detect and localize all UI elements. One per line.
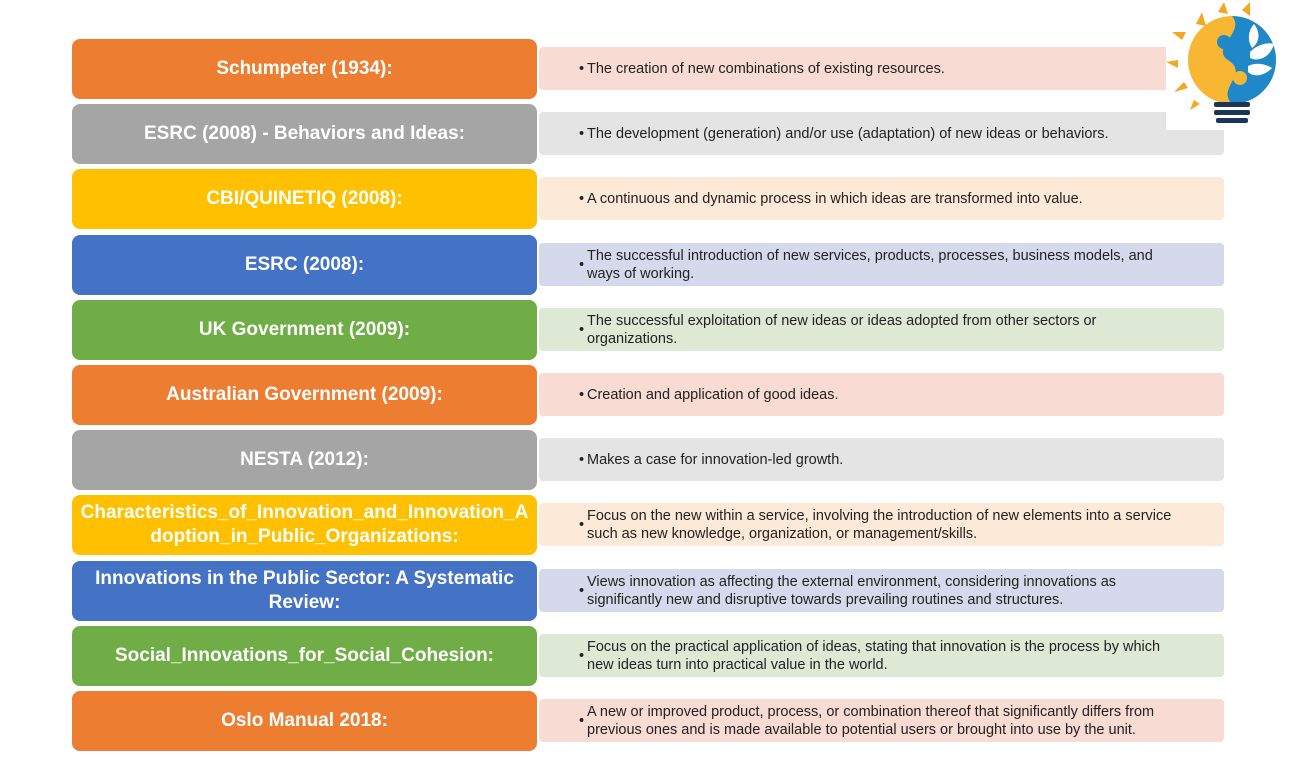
- definition-box: • Creation and application of good ideas.: [539, 373, 1224, 416]
- definition-row: Innovations in the Public Sector: A Syst…: [72, 561, 1224, 621]
- definition-box: • A continuous and dynamic process in whi…: [539, 177, 1224, 220]
- bullet-icon: •: [579, 60, 585, 77]
- definition-text: The development (generation) and/or use …: [587, 125, 1109, 142]
- source-label: CBI/QUINETIQ (2008):: [72, 169, 537, 229]
- bullet-icon: •: [579, 190, 585, 207]
- source-label: ESRC (2008):: [72, 235, 537, 295]
- source-label: Oslo Manual 2018:: [72, 691, 537, 751]
- lightbulb-logo-icon: [1166, 2, 1292, 130]
- definition-row: Characteristics_of_Innovation_and_Innova…: [72, 495, 1224, 555]
- definition-row: Oslo Manual 2018: • A new or improved prod…: [72, 691, 1224, 751]
- definition-box: • A new or improved product, process, or …: [539, 699, 1224, 742]
- definition-row: Schumpeter (1934): • The creation of new c…: [72, 39, 1224, 99]
- definition-box: • Makes a case for innovation-led growth.: [539, 438, 1224, 481]
- definition-row: Australian Government (2009): • Creation a…: [72, 365, 1224, 425]
- source-label: Australian Government (2009):: [72, 365, 537, 425]
- definition-row: ESRC (2008): • The successful introduction…: [72, 235, 1224, 295]
- bullet-icon: •: [579, 386, 585, 403]
- definition-text: Focus on the practical application of id…: [587, 638, 1161, 673]
- definition-box: • Views innovation as affecting the exter…: [539, 569, 1224, 612]
- definition-box: • The development (generation) and/or use…: [539, 112, 1224, 155]
- bullet-icon: •: [579, 712, 585, 729]
- source-label: Characteristics_of_Innovation_and_Innova…: [72, 495, 537, 555]
- definition-box: • The successful introduction of new serv…: [539, 243, 1224, 286]
- definition-text: Focus on the new within a service, invol…: [587, 507, 1172, 542]
- sun-rays: [1166, 2, 1250, 110]
- source-label: Schumpeter (1934):: [72, 39, 537, 99]
- source-label: Social_Innovations_for_Social_Cohesion:: [72, 626, 537, 686]
- source-label: ESRC (2008) - Behaviors and Ideas:: [72, 104, 537, 164]
- source-label: UK Government (2009):: [72, 300, 537, 360]
- definition-text: Views innovation as affecting the extern…: [587, 573, 1117, 608]
- definition-box: • Focus on the practical application of i…: [539, 634, 1224, 677]
- bullet-icon: •: [579, 321, 585, 338]
- bullet-icon: •: [579, 582, 585, 599]
- definition-row: Social_Innovations_for_Social_Cohesion: •…: [72, 626, 1224, 686]
- definition-row: ESRC (2008) - Behaviors and Ideas: • The d…: [72, 104, 1224, 164]
- definition-row: CBI/QUINETIQ (2008): • A continuous and dy…: [72, 169, 1224, 229]
- definition-box: • The successful exploitation of new idea…: [539, 308, 1224, 351]
- definition-text: Creation and application of good ideas.: [587, 386, 839, 403]
- definition-text: The successful introduction of new servi…: [587, 247, 1153, 282]
- bullet-icon: •: [579, 516, 585, 533]
- definition-row: NESTA (2012): • Makes a case for innovatio…: [72, 430, 1224, 490]
- source-label: NESTA (2012):: [72, 430, 537, 490]
- definition-text: Makes a case for innovation-led growth.: [587, 451, 844, 468]
- definition-text: A continuous and dynamic process in whic…: [587, 190, 1083, 207]
- source-label: Innovations in the Public Sector: A Syst…: [72, 561, 537, 621]
- bullet-icon: •: [579, 125, 585, 142]
- definition-text: The successful exploitation of new ideas…: [587, 312, 1097, 347]
- definition-row: UK Government (2009): • The successful exp…: [72, 300, 1224, 360]
- definition-box: • Focus on the new within a service, invo…: [539, 503, 1224, 546]
- definition-text: A new or improved product, process, or c…: [587, 703, 1155, 738]
- bullet-icon: •: [579, 256, 585, 273]
- bullet-icon: •: [579, 647, 585, 664]
- bullet-icon: •: [579, 451, 585, 468]
- definition-text: The creation of new combinations of exis…: [587, 60, 945, 77]
- definition-box: • The creation of new combinations of exi…: [539, 47, 1224, 90]
